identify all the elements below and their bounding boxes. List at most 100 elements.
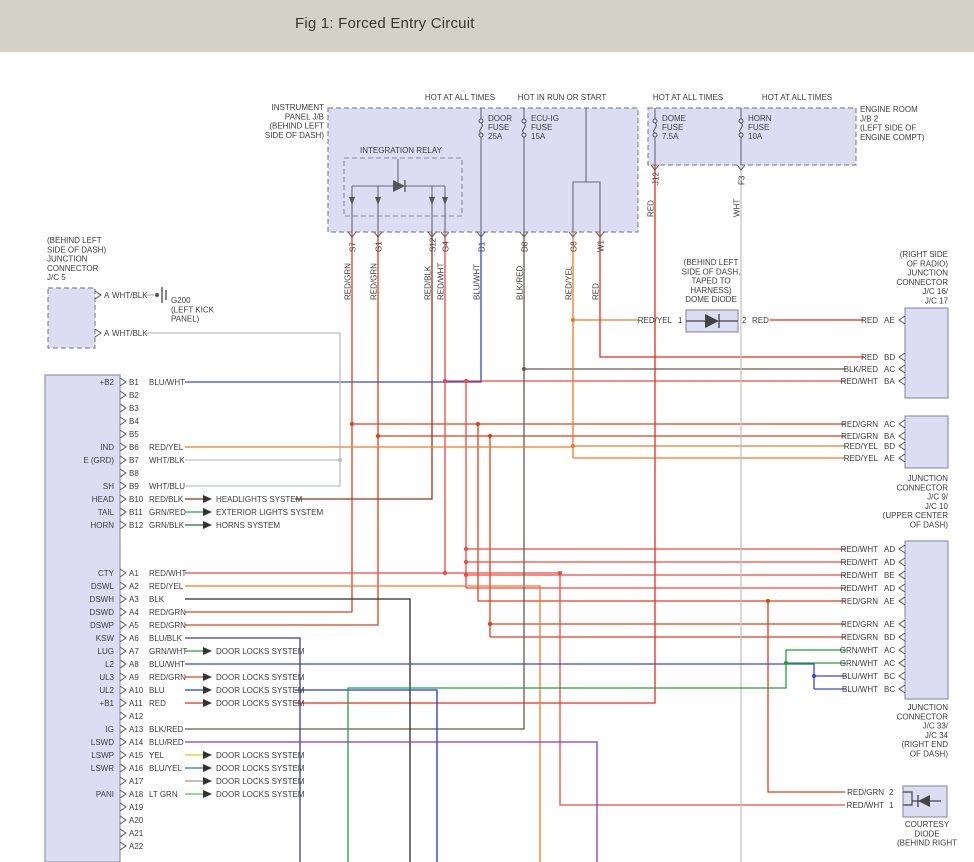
jb-wire-label: RED/YEL bbox=[565, 265, 574, 300]
pin-bracket bbox=[119, 776, 127, 786]
terminal-label: DSWL bbox=[91, 582, 115, 591]
pin-id: A21 bbox=[129, 829, 144, 838]
pin-wire-label: GRN/BLK bbox=[149, 521, 185, 530]
pin-wire-label: BLU/WHT bbox=[842, 685, 878, 694]
pin-id: A bbox=[104, 291, 110, 300]
dome-diode-label: SIDE OF DASH, bbox=[682, 267, 741, 276]
pin-id: BC bbox=[884, 672, 895, 681]
jc5-box bbox=[47, 287, 96, 349]
pin-wire-label: BLK/RED bbox=[844, 365, 878, 374]
power-source-label: HOT AT ALL TIMES bbox=[653, 93, 723, 102]
pin-wire-label: WHT/BLK bbox=[112, 291, 148, 300]
jc1617-label: OF RADIO) bbox=[907, 259, 949, 268]
junction-dot bbox=[337, 457, 343, 463]
wire-a10-run bbox=[295, 689, 438, 862]
pin-wire-label: RED/WHT bbox=[841, 545, 878, 554]
fuse-icon bbox=[479, 122, 483, 134]
pin-bracket bbox=[119, 507, 127, 517]
fuse-label: FUSE bbox=[531, 123, 552, 132]
terminal-label: +B2 bbox=[100, 378, 115, 387]
pin-bracket bbox=[119, 403, 127, 413]
terminal-label: DSWP bbox=[90, 621, 114, 630]
pin-bracket bbox=[119, 429, 127, 439]
junction-dot bbox=[557, 570, 563, 576]
wire-j12-to-a11 bbox=[295, 165, 656, 704]
pin-bracket bbox=[119, 520, 127, 530]
jc3334-label: JUNCTION bbox=[908, 703, 949, 712]
wire-w1-jc1617-bd bbox=[599, 232, 864, 358]
g200-label: PANEL) bbox=[171, 315, 200, 324]
system-label: DOOR LOCKS SYSTEM bbox=[216, 751, 305, 760]
system-arrow-icon bbox=[203, 647, 212, 655]
pin-id: A2 bbox=[129, 582, 139, 591]
pin-id: B5 bbox=[129, 430, 139, 439]
pin-id: A7 bbox=[129, 647, 139, 656]
wire-redwht-courtesy bbox=[559, 573, 845, 806]
system-label: HEADLIGHTS SYSTEM bbox=[216, 495, 303, 504]
jc5-label: CONNECTOR bbox=[47, 264, 99, 273]
terminal-label: UL2 bbox=[99, 686, 114, 695]
junction-dot bbox=[570, 317, 576, 323]
dome-diode-label: DOME DIODE bbox=[685, 295, 737, 304]
pin-wire-label: RED/BLK bbox=[149, 495, 184, 504]
pin-id: B2 bbox=[129, 391, 139, 400]
pin-bracket bbox=[119, 442, 127, 452]
jc1617-label: (RIGHT SIDE bbox=[900, 250, 948, 259]
fuse-label: FUSE bbox=[488, 123, 509, 132]
terminal-label: IG bbox=[106, 725, 114, 734]
pin-bracket bbox=[119, 711, 127, 721]
pin-bracket bbox=[898, 632, 906, 642]
pin-bracket bbox=[119, 594, 127, 604]
jc3334-label: OF DASH) bbox=[910, 750, 949, 759]
jb-pin-id: S12 bbox=[429, 237, 438, 252]
wire-redgrn-courtesy bbox=[767, 601, 845, 793]
junction-dot bbox=[487, 621, 493, 627]
pin-wire-label: RED/GRN bbox=[841, 633, 878, 642]
figure-title: Fig 1: Forced Entry Circuit bbox=[295, 15, 475, 32]
main-connector-box bbox=[44, 374, 121, 862]
terminal-label: PANI bbox=[96, 790, 114, 799]
system-arrow-icon bbox=[203, 673, 212, 681]
wire-a14-run bbox=[185, 741, 598, 862]
pin-id: B7 bbox=[129, 456, 139, 465]
pin-wire-label: BLU/RED bbox=[149, 738, 184, 747]
relay-diode-icon bbox=[393, 180, 405, 192]
diode-wire-label: RED/GRN bbox=[847, 788, 884, 797]
jb-pin-id: S7 bbox=[349, 242, 358, 252]
pin-id: A12 bbox=[129, 712, 144, 721]
pin-bracket bbox=[119, 390, 127, 400]
pin-wire-label: BLU/WHT bbox=[842, 672, 878, 681]
junction-dot bbox=[811, 673, 817, 679]
pin-wire-label: RED/YEL bbox=[844, 442, 879, 451]
terminal-label: IND bbox=[100, 443, 114, 452]
terminal-label: KSW bbox=[96, 634, 115, 643]
pin-id: A15 bbox=[129, 751, 144, 760]
diode-wire-label: RED/YEL bbox=[638, 316, 673, 325]
junction-dot bbox=[570, 443, 576, 449]
pin-bracket bbox=[119, 698, 127, 708]
jb-wire-label: RED/WHT bbox=[437, 263, 446, 300]
pin-bracket bbox=[650, 164, 660, 171]
pin-id: A19 bbox=[129, 803, 144, 812]
pin-bracket bbox=[898, 431, 906, 441]
diode-pin-number: 1 bbox=[889, 801, 894, 810]
pin-bracket bbox=[119, 659, 127, 669]
jc5-label: SIDE OF DASH) bbox=[47, 245, 106, 254]
pin-wire-label: BLU/BLK bbox=[149, 634, 183, 643]
system-arrow-icon bbox=[203, 699, 212, 707]
jc5-label: J/C 5 bbox=[47, 273, 66, 282]
pin-id: A20 bbox=[129, 816, 144, 825]
jc3334-label: CONNECTOR bbox=[897, 712, 949, 721]
pin-bracket bbox=[119, 494, 127, 504]
pin-id: A14 bbox=[129, 738, 144, 747]
pin-id: AC bbox=[884, 646, 895, 655]
jc5-label: JUNCTION bbox=[47, 255, 88, 264]
pin-bracket bbox=[119, 841, 127, 851]
jb-pin-id: J12 bbox=[652, 172, 661, 185]
jb-pin-id: D8 bbox=[521, 241, 530, 252]
fuse-label: FUSE bbox=[748, 123, 769, 132]
system-arrow-icon bbox=[203, 521, 212, 529]
junction-dot bbox=[463, 559, 469, 565]
pin-wire-label: RED/GRN bbox=[841, 620, 878, 629]
